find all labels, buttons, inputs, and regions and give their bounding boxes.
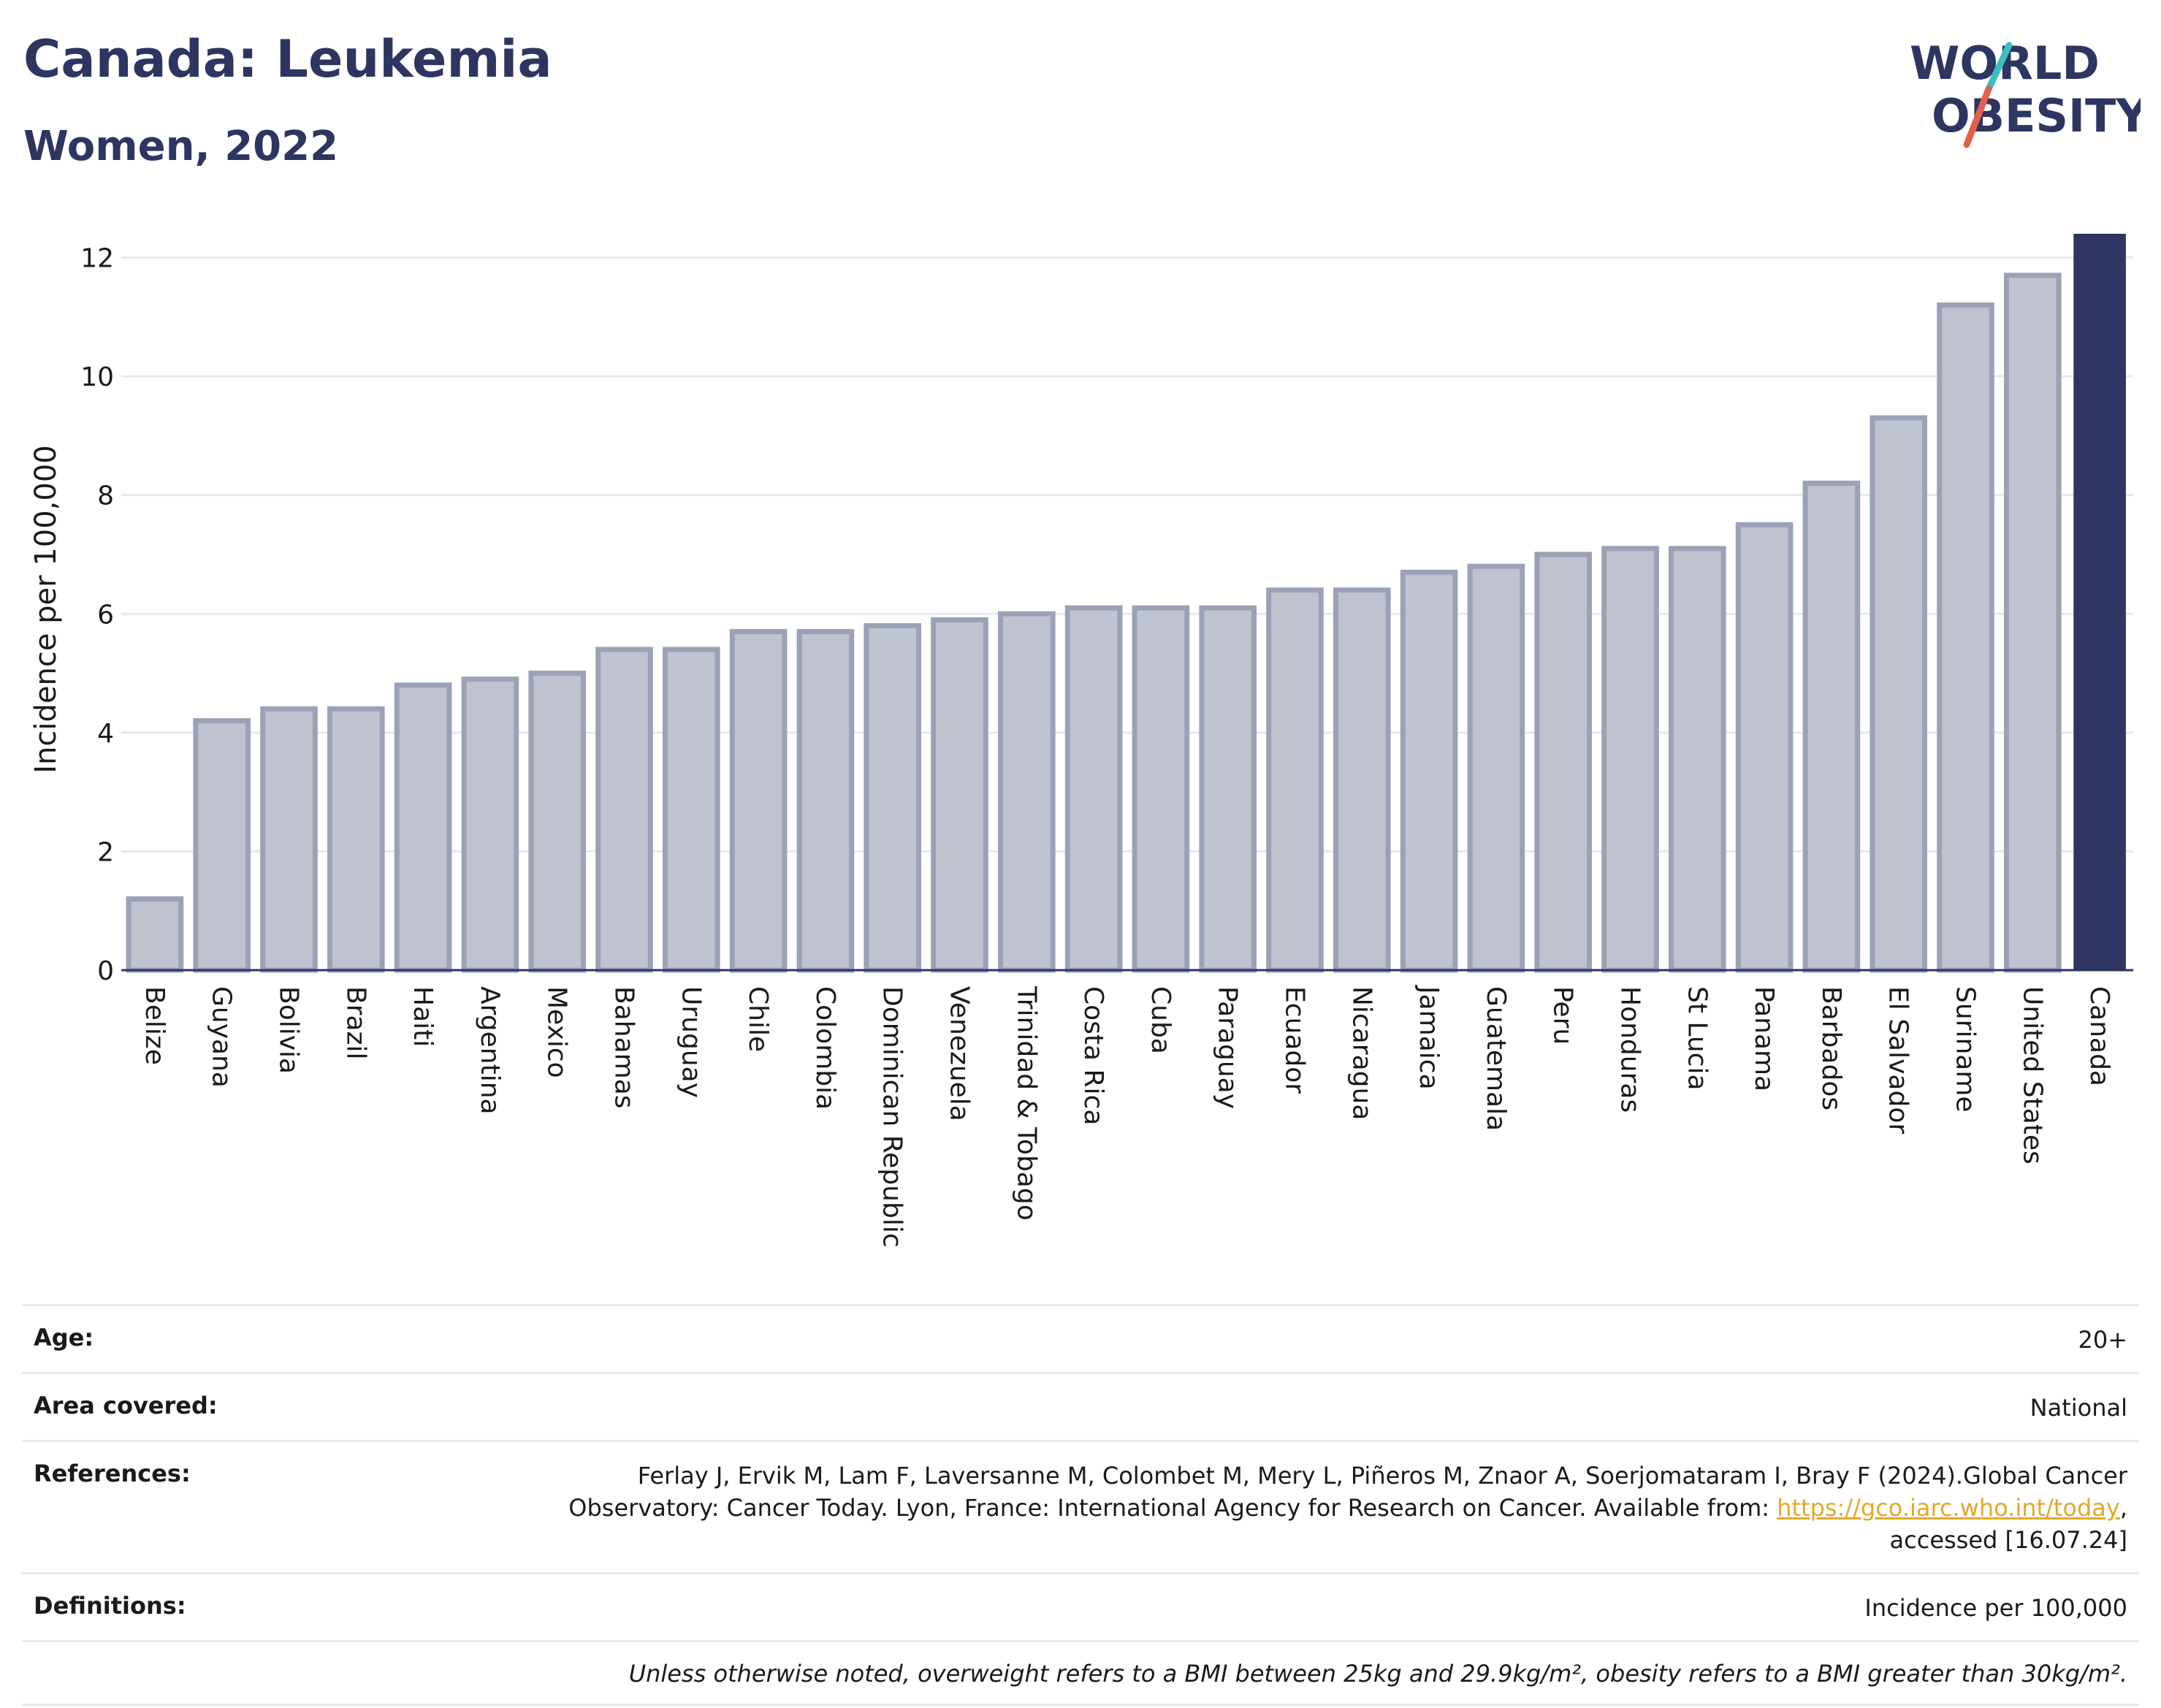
x-tick-label: Brazil <box>340 986 370 1059</box>
x-tick-label: Uruguay <box>676 986 706 1098</box>
bar-nicaragua <box>1333 587 1391 973</box>
bar-barbados <box>1802 480 1861 973</box>
references-line2-end: , <box>2119 1494 2127 1522</box>
bar-guatemala <box>1467 563 1525 973</box>
bar-trinidad-tobago <box>997 611 1056 973</box>
bar-united-states <box>2003 272 2062 973</box>
bar-haiti <box>394 682 452 973</box>
x-tick-label: Trinidad & Tobago <box>1011 985 1041 1221</box>
x-tick-labels: Belize Guyana Bolivia Brazil Haiti Argentina M… <box>140 985 2114 1248</box>
bar-venezuela <box>931 617 988 973</box>
logo-line2: OBESITY <box>1932 89 2141 142</box>
bar-brazil <box>327 706 385 973</box>
x-tick-label: Bahamas <box>609 986 639 1109</box>
bars <box>126 234 2126 973</box>
references-link[interactable]: https://gco.iarc.who.int/today <box>1777 1494 2120 1522</box>
y-axis-label: Incidence per 100,000 <box>29 445 63 774</box>
meta-row-definitions: Definitions: Incidence per 100,000 <box>22 1572 2139 1640</box>
x-tick-label: United States <box>2017 986 2047 1164</box>
bar-panama <box>1735 522 1794 973</box>
x-tick-label: Chile <box>743 986 773 1052</box>
bar-argentina <box>461 676 519 973</box>
references-line1: Ferlay J, Ervik M, Lam F, Laversanne M, … <box>637 1462 2127 1490</box>
x-tick-label: St Lucia <box>1682 986 1712 1091</box>
meta-row-area: Area covered: National <box>22 1372 2139 1440</box>
y-tick-label: 12 <box>80 244 114 274</box>
x-tick-label: Mexico <box>542 986 572 1078</box>
references-line3: accessed [16.07.24] <box>1889 1526 2127 1554</box>
bar-suriname <box>1937 302 1994 973</box>
metadata-table: Age: 20+ Area covered: National Referenc… <box>22 1304 2139 1706</box>
bar-belize <box>126 896 184 973</box>
x-tick-label: Paraguay <box>1213 986 1243 1109</box>
meta-value-age: 20+ <box>2078 1326 2127 1354</box>
chart-title: Canada: Leukemia <box>23 29 552 89</box>
bar-honduras <box>1601 546 1659 973</box>
bar-el-salvador <box>1870 415 1928 973</box>
bar-dominican-republic <box>864 623 922 973</box>
y-tick-label: 4 <box>97 719 114 749</box>
x-tick-label: Belize <box>140 986 169 1065</box>
bar-jamaica <box>1400 569 1458 973</box>
bar-paraguay <box>1199 605 1257 973</box>
meta-key-age: Age: <box>34 1324 94 1351</box>
chart-subtitle: Women, 2022 <box>23 123 339 170</box>
x-tick-label: Peru <box>1548 986 1578 1045</box>
y-tick-label: 8 <box>97 481 114 511</box>
bar-peru <box>1534 552 1593 973</box>
y-tick-label: 6 <box>97 600 114 630</box>
definition-note: Unless otherwise noted, overweight refer… <box>628 1660 2127 1688</box>
meta-row-references: References: Ferlay J, Ervik M, Lam F, La… <box>22 1440 2139 1572</box>
x-tick-label: Colombia <box>810 986 840 1110</box>
meta-key-definitions: Definitions: <box>34 1592 186 1620</box>
meta-value-area: National <box>2029 1394 2127 1422</box>
y-tick-label: 10 <box>80 362 114 392</box>
bar-cuba <box>1132 605 1190 973</box>
y-tick-label: 2 <box>97 837 114 867</box>
x-tick-label: El Salvador <box>1883 986 1913 1134</box>
bar-uruguay <box>662 647 720 973</box>
meta-value-definitions: Incidence per 100,000 <box>1864 1594 2127 1622</box>
logo-slash-teal <box>1985 42 2013 93</box>
x-tick-label: Cuba <box>1146 986 1175 1054</box>
bar-bolivia <box>260 706 318 973</box>
bar-canada <box>2073 234 2126 970</box>
x-tick-label: Argentina <box>475 986 505 1115</box>
logo-slash-red <box>1963 85 1992 148</box>
meta-key-references: References: <box>34 1460 191 1487</box>
y-tick-label: 0 <box>97 956 114 986</box>
meta-row-age: Age: 20+ <box>22 1304 2139 1372</box>
bar-costa-rica <box>1064 605 1123 973</box>
bar-bahamas <box>595 647 653 973</box>
x-tick-label: Nicaragua <box>1346 986 1376 1120</box>
bar-ecuador <box>1266 587 1324 973</box>
x-tick-label: Ecuador <box>1280 986 1310 1094</box>
bar-chart: 0 2 4 6 8 10 12 Belize Guyana Bolivia Brazil Haiti… <box>29 234 2133 1248</box>
logo-line1: WORLD <box>1910 37 2100 90</box>
meta-row-note: Unless otherwise noted, overweight refer… <box>22 1640 2139 1706</box>
meta-value-references: Ferlay J, Ervik M, Lam F, Laversanne M, … <box>568 1460 2127 1556</box>
meta-key-area: Area covered: <box>34 1392 218 1419</box>
x-tick-label: Bolivia <box>274 986 304 1074</box>
x-tick-label: Jamaica <box>1414 985 1444 1090</box>
bar-mexico <box>528 671 587 973</box>
x-tick-label: Canada <box>2084 986 2114 1086</box>
bar-colombia <box>796 629 855 973</box>
x-tick-label: Venezuela <box>945 986 975 1121</box>
bar-st-lucia <box>1668 546 1726 973</box>
x-tick-label: Barbados <box>1816 986 1846 1110</box>
x-tick-label: Haiti <box>408 986 438 1047</box>
references-line2: Observatory: Cancer Today. Lyon, France:… <box>568 1494 1777 1522</box>
x-tick-label: Honduras <box>1615 986 1645 1113</box>
x-tick-label: Guatemala <box>1481 986 1511 1131</box>
x-tick-label: Guyana <box>207 986 237 1088</box>
world-obesity-logo: WORLD OBESITY <box>1910 37 2141 148</box>
y-tick-labels: 0 2 4 6 8 10 12 <box>80 244 114 986</box>
x-tick-label: Dominican Republic <box>877 986 907 1248</box>
x-tick-label: Costa Rica <box>1078 986 1108 1125</box>
x-tick-label: Panama <box>1749 986 1779 1091</box>
x-tick-label: Suriname <box>1951 986 1981 1113</box>
bar-guyana <box>193 718 251 973</box>
bar-chile <box>729 629 788 973</box>
